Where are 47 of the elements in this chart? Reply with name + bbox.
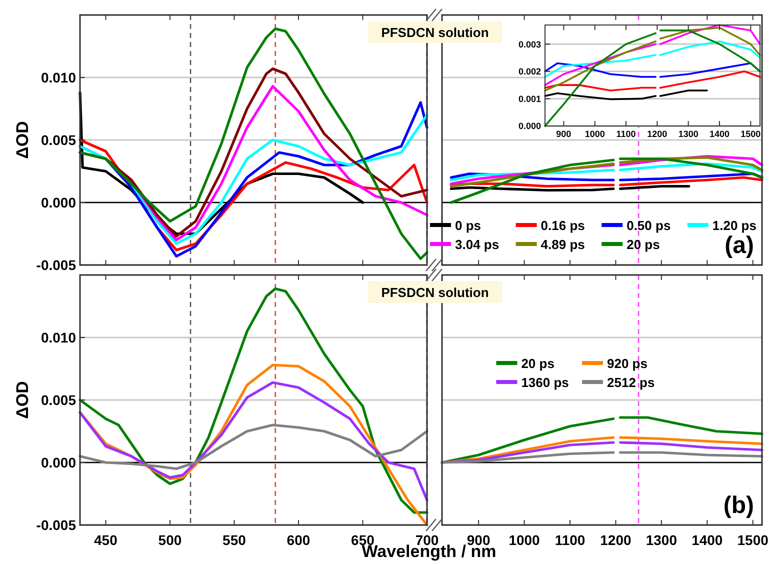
y-tick-label: 0.010 <box>40 329 76 346</box>
legend-label: 2512 ps <box>607 375 655 390</box>
x-tick-label: 700 <box>415 532 439 548</box>
x-tick-label: 1000 <box>584 129 605 139</box>
legend-label: 20 ps <box>521 356 554 371</box>
y-tick-label: -0.005 <box>36 516 76 533</box>
y-tick-label: 0.005 <box>40 132 76 148</box>
legend-label: 0 ps <box>455 218 482 233</box>
x-tick-label: 1300 <box>678 129 698 139</box>
y-tick-label: 0.003 <box>518 39 541 50</box>
y-tick-label: 0.005 <box>40 392 76 408</box>
legend-label: 20 ps <box>626 237 660 252</box>
x-tick-label: 1300 <box>646 532 678 548</box>
x-tick-label: 1500 <box>740 129 761 139</box>
x-tick-label: 1200 <box>600 532 632 548</box>
x-tick-label: 1400 <box>709 129 730 139</box>
legend-label: 1.20 ps <box>712 218 756 233</box>
y-tick-label: 0.000 <box>40 454 76 470</box>
legend-label: 920 ps <box>607 356 648 371</box>
y-tick-label: 0.001 <box>518 94 541 104</box>
annotation: PFSDCN solution <box>381 25 489 40</box>
x-tick-label: 1000 <box>508 532 540 548</box>
legend-label: 1360 ps <box>521 375 569 390</box>
legend-label: 0.50 ps <box>626 218 671 233</box>
y-axis-title: ΔOD <box>13 381 32 419</box>
legend-label: 4.89 ps <box>540 237 585 252</box>
x-tick-label: 1100 <box>616 129 636 139</box>
legend-label: 0.16 ps <box>540 218 585 233</box>
y-axis-title: ΔOD <box>13 121 32 159</box>
annotation: (b) <box>723 492 754 519</box>
annotation: PFSDCN solution <box>381 285 489 300</box>
y-tick-label: 0.000 <box>40 194 76 210</box>
x-tick-label: 550 <box>222 532 246 548</box>
x-tick-label: 450 <box>94 532 118 548</box>
x-tick-label: 600 <box>286 532 310 548</box>
y-tick-label: 0.000 <box>518 121 541 132</box>
x-tick-label: 1100 <box>554 532 586 548</box>
annotation: (a) <box>724 232 754 259</box>
x-tick-label: 1500 <box>737 532 769 548</box>
y-tick-label: -0.005 <box>36 256 76 273</box>
y-tick-label: 0.002 <box>518 66 541 77</box>
x-tick-label: 1200 <box>647 129 668 139</box>
x-tick-label: 1400 <box>692 532 723 548</box>
x-tick-label: 900 <box>556 129 572 139</box>
y-tick-label: 0.010 <box>40 69 76 86</box>
legend-label: 3.04 ps <box>455 237 500 252</box>
x-tick-label: 500 <box>158 532 182 548</box>
